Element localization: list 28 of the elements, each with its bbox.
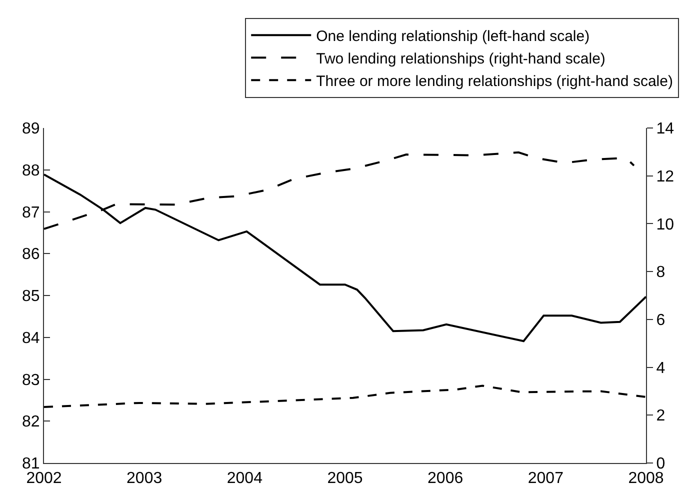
x-tick-label: 2004 [226,470,263,488]
y2-tick-label: 6 [656,312,666,330]
x-tick-label: 2003 [126,470,162,488]
y-tick-label: 82 [22,414,40,431]
y-tick-label: 85 [22,288,40,306]
y2-tick-label: 2 [656,408,666,425]
y-tick-label: 88 [22,162,40,180]
x-tick-label: 2007 [528,470,564,488]
legend-label: One lending relationship (left-hand scale) [316,28,590,45]
legend-label: Two lending relationships (right-hand scale) [316,50,606,68]
y2-tick-label: 0 [656,456,666,473]
x-tick-label: 2002 [26,470,62,488]
y-tick-label: 83 [22,372,40,389]
y-tick-label: 87 [22,204,40,222]
y-tick-label: 89 [22,120,40,138]
y-tick-label: 84 [22,330,40,347]
y2-tick-label: 8 [656,264,666,282]
y2-tick-label: 4 [656,360,666,377]
y2-tick-label: 10 [656,216,674,234]
legend-label: Three or more lending relationships (right-hand scale) [316,72,673,90]
x-tick-label: 2005 [327,470,363,488]
y2-tick-label: 12 [656,168,674,186]
y-tick-label: 81 [22,456,40,473]
x-tick-label: 2006 [428,470,464,488]
line-series [44,384,646,408]
y2-tick-label: 14 [656,120,674,138]
x-tick-label: 2008 [628,470,664,488]
y-tick-label: 86 [22,246,40,264]
